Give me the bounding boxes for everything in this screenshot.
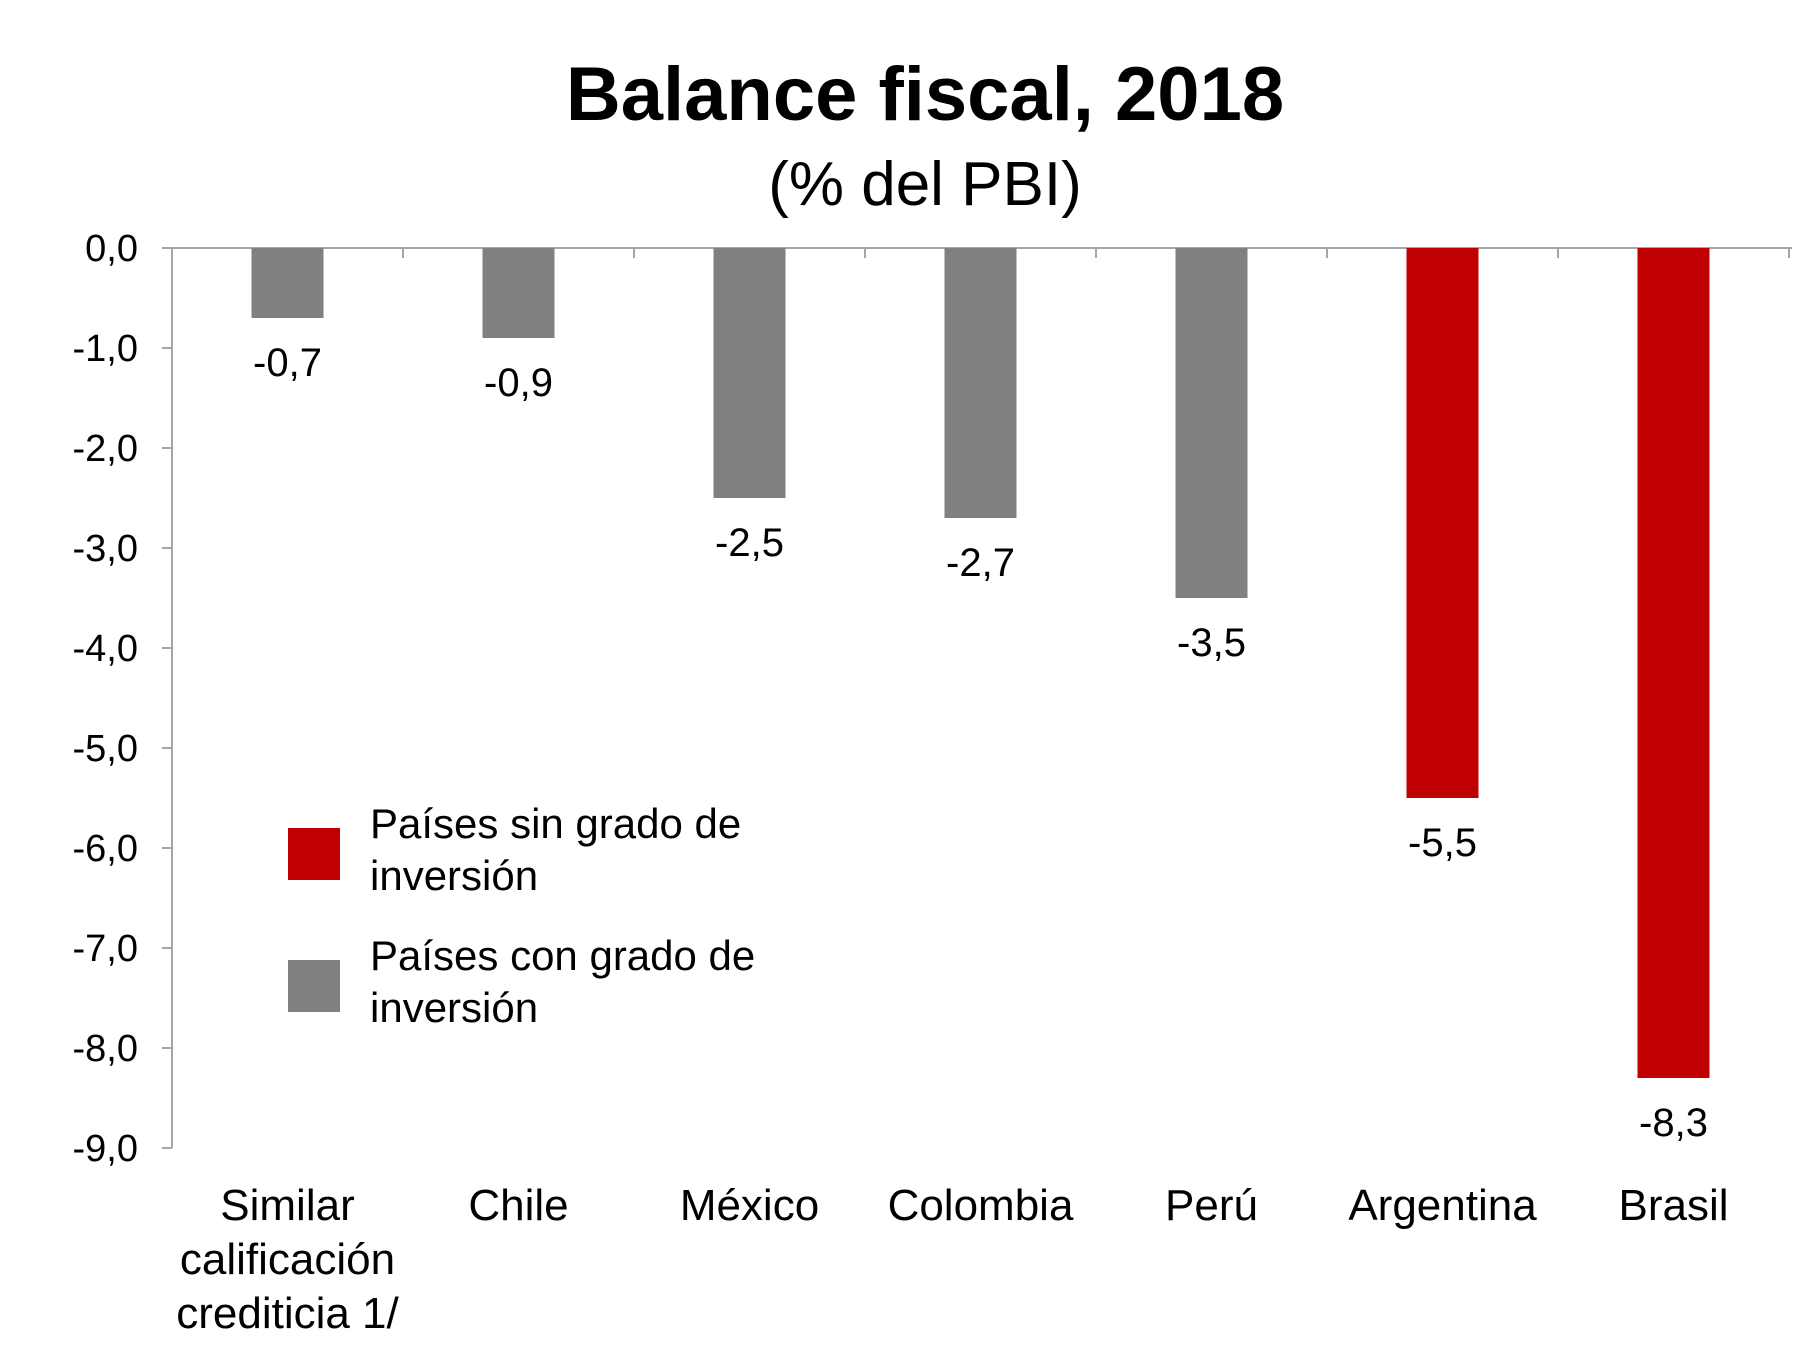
legend-swatch [288,828,340,880]
data-label: -8,3 [1639,1101,1708,1145]
legend-label-line: inversión [370,984,538,1031]
category-label: Brasil [1618,1181,1728,1230]
bar [251,248,324,318]
y-tick-label: -2,0 [73,428,138,470]
legend-label: Países sin grado de inversión [370,800,741,899]
bar [1406,248,1479,798]
y-tick-label: 0,0 [85,228,138,270]
y-tick-label: -3,0 [73,528,138,570]
bar [1175,248,1248,598]
category-label: Similar calificación crediticia 1/ [176,1181,399,1338]
chart-title: Balance fiscal, 2018 [566,52,1284,137]
category-label: Colombia [888,1181,1074,1230]
legend-swatch [288,960,340,1012]
chart-category-labels: Similar calificación crediticia 1/Chile Méx… [176,1181,1728,1338]
bar [713,248,786,498]
category-label-line: Perú [1165,1181,1258,1230]
bar [1637,248,1710,1078]
chart-axes: 0,0 -1,0 -2,0 -3,0 -4,0 -5,0 -6,0 -7,0 -8,0 -9,0 [73,228,1792,1170]
category-label-line: Colombia [888,1181,1074,1230]
y-tick-label: -5,0 [73,728,138,770]
category-label-line: Chile [468,1181,568,1230]
category-label-line: Brasil [1618,1181,1728,1230]
category-label: Chile [468,1181,568,1230]
data-label: -2,7 [946,541,1015,585]
category-label-line: Argentina [1348,1181,1537,1230]
data-label: -0,7 [253,341,322,385]
chart-bars [251,248,1710,1078]
data-label: -5,5 [1408,821,1477,865]
legend-label-line: Países con grado de [370,932,755,979]
y-tick-label: -1,0 [73,328,138,370]
data-label: -2,5 [715,521,784,565]
category-label-line: Similar [220,1181,354,1230]
data-label: -0,9 [484,361,553,405]
y-tick-label: -9,0 [73,1128,138,1170]
y-tick-label: -7,0 [73,928,138,970]
category-label-line: calificación [180,1235,395,1284]
category-label: Argentina [1348,1181,1537,1230]
category-label-line: crediticia 1/ [176,1289,399,1338]
legend-label-line: Países sin grado de [370,800,741,847]
legend-label-line: inversión [370,852,538,899]
bar [482,248,555,338]
data-label: -3,5 [1177,621,1246,665]
y-tick-label: -8,0 [73,1028,138,1070]
y-tick-label: -6,0 [73,828,138,870]
y-tick-label: -4,0 [73,628,138,670]
category-label-line: México [680,1181,819,1230]
bar [944,248,1017,518]
chart-subtitle: (% del PBI) [768,150,1082,219]
legend-label: Países con grado de inversión [370,932,755,1031]
chart-data-labels: -0,7 -0,9 -2,5 -2,7 -3,5 -5,5 -8,3 [253,341,1708,1145]
category-label: México [680,1181,819,1230]
category-label: Perú [1165,1181,1258,1230]
